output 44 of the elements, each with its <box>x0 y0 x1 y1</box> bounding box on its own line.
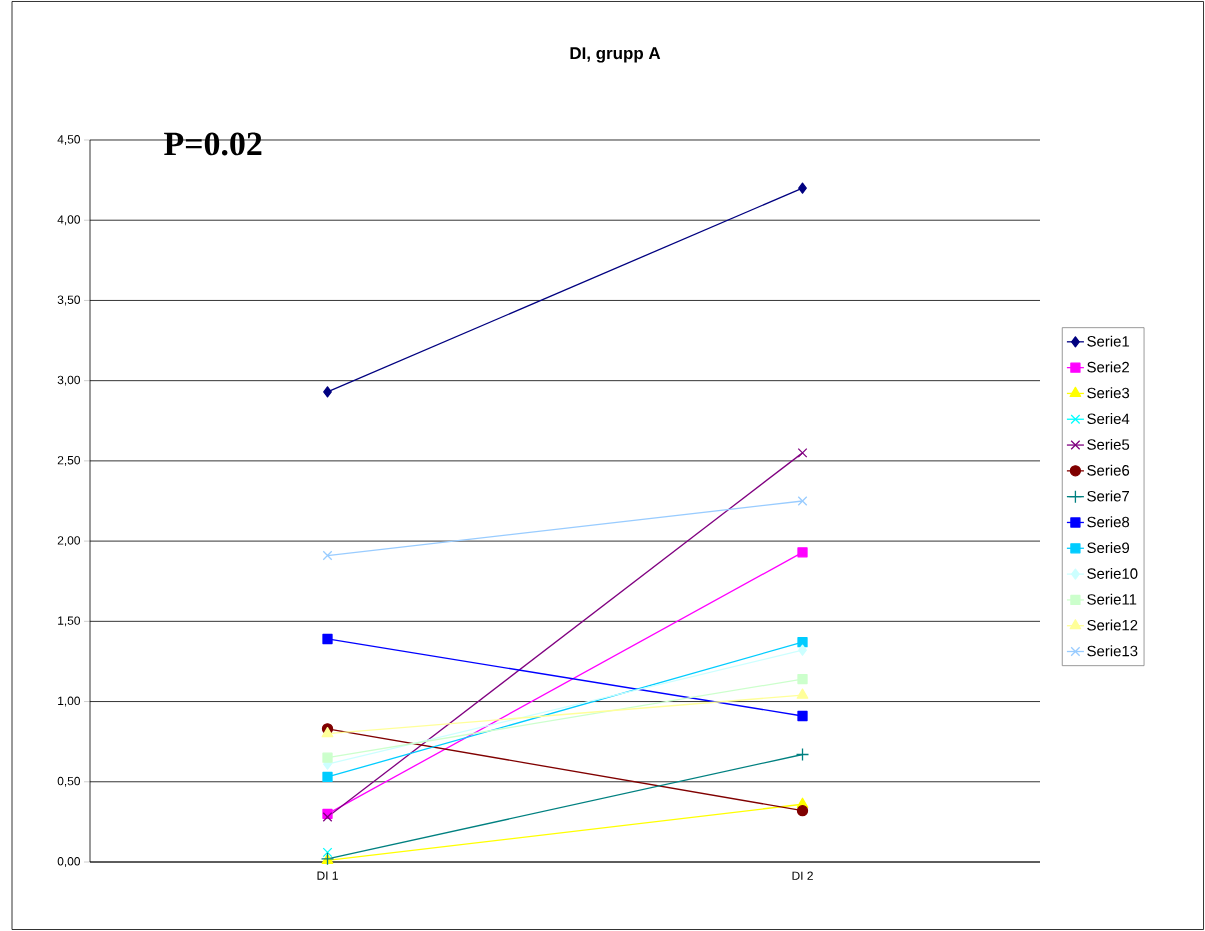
point <box>322 771 333 783</box>
legend-label: Serie9 <box>1087 542 1130 554</box>
legend-label: Serie6 <box>1087 464 1130 476</box>
legend-label: Serie8 <box>1087 516 1130 528</box>
y-tick-label: 3,50 <box>57 295 81 306</box>
point <box>323 386 332 398</box>
chart-title: DI, grupp A <box>570 47 661 63</box>
legend-label: Serie4 <box>1087 413 1130 425</box>
legend-label: Serie11 <box>1087 593 1137 605</box>
point <box>797 447 808 458</box>
point <box>322 550 333 561</box>
legend-label: Serie3 <box>1087 387 1130 399</box>
y-tick-label: 4,50 <box>57 135 81 145</box>
legend-label: Serie1 <box>1087 335 1130 347</box>
y-tick-label: 2,00 <box>57 536 81 547</box>
point <box>797 496 808 506</box>
legend-label: Serie2 <box>1087 361 1129 373</box>
y-tick-label: 0,50 <box>57 776 81 787</box>
y-tick-label: 3,00 <box>57 375 81 386</box>
y-tick-label: 1,50 <box>58 616 81 627</box>
point <box>798 182 807 194</box>
y-tick-label: 0,00 <box>57 857 81 867</box>
point <box>797 637 808 648</box>
point <box>796 805 809 817</box>
point <box>797 547 808 558</box>
point <box>322 752 333 763</box>
y-tick-label: 2,50 <box>57 455 81 466</box>
point <box>322 812 333 822</box>
legend-label: Serie13 <box>1087 645 1138 657</box>
x-tick-label: DI 2 <box>792 871 813 880</box>
point <box>797 710 808 722</box>
legend-label: Serie12 <box>1087 619 1138 631</box>
point <box>798 644 807 656</box>
legend-label: Serie7 <box>1087 490 1129 502</box>
point <box>322 633 333 645</box>
x-tick-label: DI 1 <box>317 871 338 880</box>
annotation: P=0.02 <box>164 132 262 156</box>
y-tick-label: 4,00 <box>57 215 81 226</box>
point <box>795 747 810 762</box>
y-tick-label: 1,00 <box>58 696 81 707</box>
legend-label: Serie5 <box>1087 438 1130 450</box>
legend-label: Serie10 <box>1087 567 1138 579</box>
point <box>322 847 333 858</box>
point <box>797 673 808 685</box>
